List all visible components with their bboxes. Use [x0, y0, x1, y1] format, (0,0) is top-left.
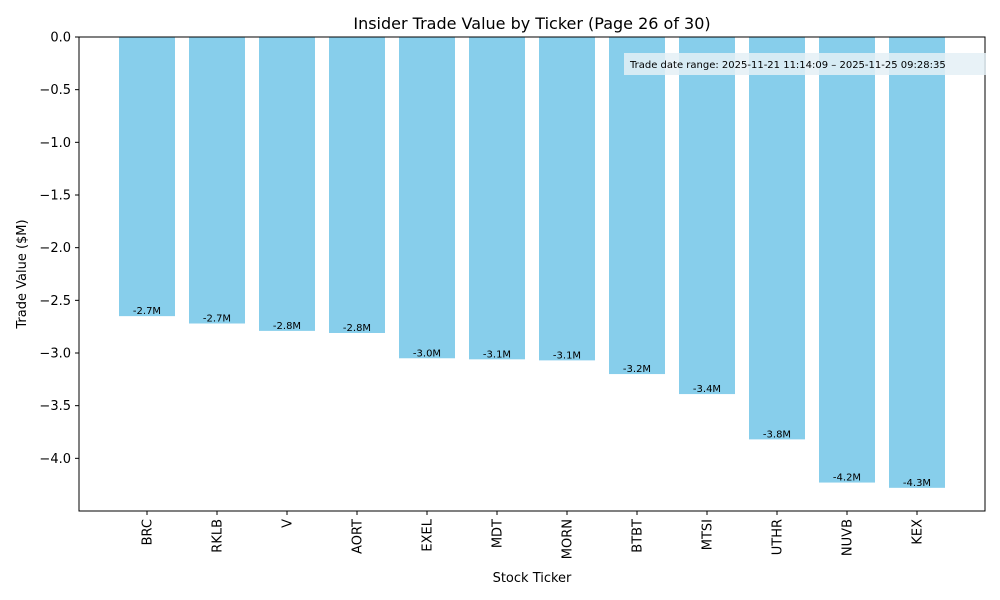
x-tick-label-rklb: RKLB	[211, 519, 226, 553]
y-tick-label: −3.5	[39, 399, 71, 414]
x-tick-label-brc: BRC	[141, 519, 156, 545]
y-tick-label: −2.0	[39, 241, 71, 256]
y-axis-label: Trade Value ($M)	[15, 219, 30, 329]
data-label-mdt: -3.1M	[483, 349, 511, 360]
x-tick-label-v: V	[281, 519, 296, 528]
bar-morn	[539, 37, 595, 361]
y-axis: 0.0 −0.5 −1.0 −1.5 −2.0 −2.5 −3.0 −3.5 −4.0	[39, 31, 79, 467]
x-tick-label-btbt: BTBT	[631, 519, 646, 553]
data-label-nuvb: -4.2M	[833, 473, 861, 484]
data-label-kex: -4.3M	[903, 478, 931, 489]
data-label-brc: -2.7M	[133, 306, 161, 317]
x-tick-label-uthr: UTHR	[771, 519, 786, 555]
data-labels-group: -2.7M -2.7M -2.8M -2.8M -3.0M -3.1M -3.1M -3.2M…	[133, 306, 931, 489]
y-tick-label: 0.0	[50, 31, 71, 46]
bars-group	[119, 37, 945, 488]
y-tick-label: −2.5	[39, 294, 71, 309]
x-tick-label-aort: AORT	[351, 519, 366, 554]
bar-rklb	[189, 37, 245, 324]
annotation-background	[624, 53, 986, 75]
annotation-text: Trade date range: 2025-11-21 11:14:09 – …	[629, 60, 946, 71]
chart-title: Insider Trade Value by Ticker (Page 26 o…	[353, 14, 710, 33]
plot-frame	[78, 36, 986, 512]
data-label-rklb: -2.7M	[203, 314, 231, 325]
bar-uthr	[749, 37, 805, 440]
data-label-btbt: -3.2M	[623, 364, 651, 375]
bar-mdt	[469, 37, 525, 360]
y-tick-label: −4.0	[39, 452, 71, 467]
y-tick-label: −1.0	[39, 136, 71, 151]
bar-aort	[329, 37, 385, 333]
x-tick-label-kex: KEX	[911, 519, 926, 545]
y-tick-label: −3.0	[39, 347, 71, 362]
x-tick-label-nuvb: NUVB	[841, 519, 856, 556]
y-tick-label: −0.5	[39, 83, 71, 98]
x-axis-label: Stock Ticker	[493, 571, 572, 586]
data-label-mtsi: -3.4M	[693, 384, 721, 395]
x-tick-label-mdt: MDT	[491, 519, 506, 548]
x-tick-label-mtsi: MTSI	[701, 519, 716, 550]
bar-kex	[889, 37, 945, 488]
x-tick-label-morn: MORN	[561, 519, 576, 559]
x-tick-label-exel: EXEL	[421, 518, 436, 551]
data-label-exel: -3.0M	[413, 348, 441, 359]
y-tick-label: −1.5	[39, 189, 71, 204]
bar-nuvb	[819, 37, 875, 483]
bar-exel	[399, 37, 455, 359]
annotation-box: Trade date range: 2025-11-21 11:14:09 – …	[624, 53, 986, 75]
bar-mtsi	[679, 37, 735, 395]
data-label-aort: -2.8M	[343, 323, 371, 334]
bar-btbt	[609, 37, 665, 375]
data-label-v: -2.8M	[273, 321, 301, 332]
bar-v	[259, 37, 315, 331]
data-label-uthr: -3.8M	[763, 429, 791, 440]
bar-brc	[119, 37, 175, 317]
x-axis: BRC RKLB V AORT EXEL MDT MORN BTBT MTSI UTHR NUVB K…	[141, 511, 926, 559]
data-label-morn: -3.1M	[553, 350, 581, 361]
